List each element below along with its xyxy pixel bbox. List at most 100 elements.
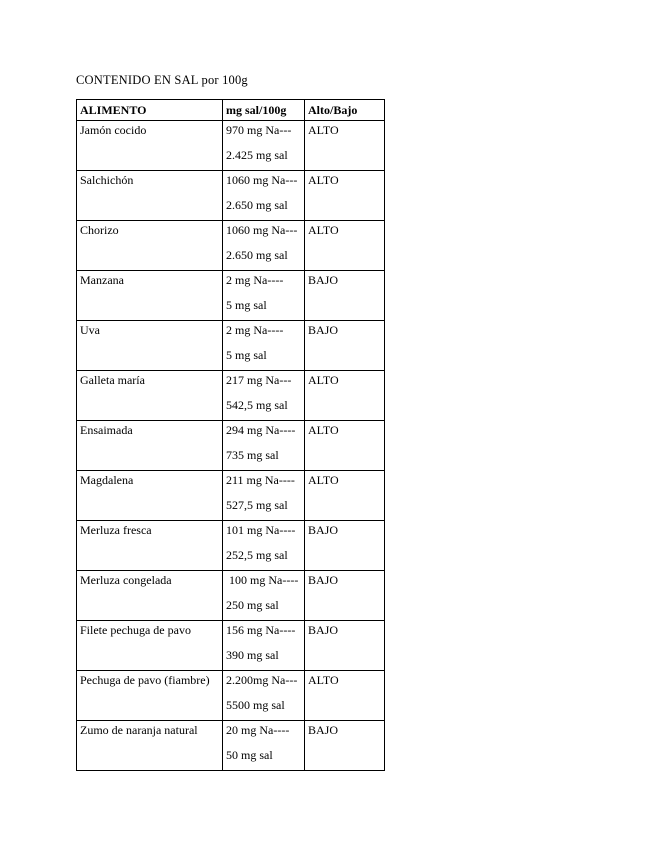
alimento-label: Magdalena [80, 473, 134, 487]
salt-value: 5 mg sal [226, 298, 267, 312]
salt-value: 2.425 mg sal [226, 148, 288, 162]
alimento-label: Merluza fresca [80, 523, 152, 537]
cell-alimento: Zumo de naranja natural [76, 720, 223, 771]
nivel-value: ALTO [308, 223, 339, 237]
salt-value: 2.650 mg sal [226, 198, 288, 212]
salt-value: 2.650 mg sal [226, 248, 288, 262]
cell-nivel: ALTO [304, 370, 385, 421]
alimento-label: Uva [80, 323, 100, 337]
table-row: Jamón cocido 970 mg Na--- 2.425 mg sal A… [76, 120, 385, 171]
cell-nivel: ALTO [304, 470, 385, 521]
cell-alimento: Ensaimada [76, 420, 223, 471]
alimento-label: Filete pechuga de pavo [80, 623, 191, 637]
nivel-value: ALTO [308, 473, 339, 487]
alimento-label: Manzana [80, 273, 124, 287]
salt-value: 735 mg sal [226, 448, 279, 462]
cell-alimento: Jamón cocido [76, 120, 223, 171]
cell-nivel: ALTO [304, 170, 385, 221]
cell-nivel: BAJO [304, 270, 385, 321]
nivel-value: ALTO [308, 423, 339, 437]
cell-alimento: Uva [76, 320, 223, 371]
table-row: Salchichón 1060 mg Na--- 2.650 mg sal AL… [76, 170, 385, 221]
sodium-value: 1060 mg Na--- [226, 173, 298, 187]
alimento-label: Pechuga de pavo (fiambre) [80, 673, 210, 687]
sodium-value: 294 mg Na---- [226, 423, 296, 437]
cell-nivel: ALTO [304, 120, 385, 171]
table-header-row: ALIMENTO mg sal/100g Alto/Bajo [76, 99, 385, 121]
nivel-value: ALTO [308, 173, 339, 187]
table-body: Jamón cocido 970 mg Na--- 2.425 mg sal A… [76, 120, 385, 771]
cell-mg-sal: 217 mg Na--- 542,5 mg sal [222, 370, 305, 421]
alimento-label: Salchichón [80, 173, 134, 187]
alimento-label: Chorizo [80, 223, 119, 237]
cell-alimento: Merluza fresca [76, 520, 223, 571]
table-row: Filete pechuga de pavo 156 mg Na---- 390… [76, 620, 385, 671]
sodium-value: 2.200mg Na--- [226, 673, 298, 687]
document-title: CONTENIDO EN SAL por 100g [76, 73, 248, 87]
cell-mg-sal: 211 mg Na---- 527,5 mg sal [222, 470, 305, 521]
sodium-value: 2 mg Na---- [226, 323, 284, 337]
table-row: Uva 2 mg Na---- 5 mg sal BAJO [76, 320, 385, 371]
cell-nivel: BAJO [304, 520, 385, 571]
cell-mg-sal: 156 mg Na---- 390 mg sal [222, 620, 305, 671]
nivel-value: ALTO [308, 123, 339, 137]
alimento-label: Zumo de naranja natural [80, 723, 198, 737]
cell-mg-sal: 101 mg Na---- 252,5 mg sal [222, 520, 305, 571]
nivel-value: BAJO [308, 323, 339, 337]
cell-alimento: Manzana [76, 270, 223, 321]
salt-content-table: ALIMENTO mg sal/100g Alto/Bajo Jamón coc… [76, 99, 385, 771]
cell-mg-sal: 294 mg Na---- 735 mg sal [222, 420, 305, 471]
cell-alimento: Galleta maría [76, 370, 223, 421]
salt-value: 5 mg sal [226, 348, 267, 362]
salt-value: 390 mg sal [226, 648, 279, 662]
cell-nivel: BAJO [304, 570, 385, 621]
alimento-label: Merluza congelada [80, 573, 172, 587]
sodium-value: 1060 mg Na--- [226, 223, 298, 237]
nivel-value: BAJO [308, 273, 339, 287]
sodium-value: 100 mg Na---- [226, 573, 299, 587]
table-row: Manzana 2 mg Na---- 5 mg sal BAJO [76, 270, 385, 321]
sodium-value: 20 mg Na---- [226, 723, 290, 737]
alimento-label: Galleta maría [80, 373, 145, 387]
table-row: Chorizo 1060 mg Na--- 2.650 mg sal ALTO [76, 220, 385, 271]
cell-mg-sal: 2.200mg Na--- 5500 mg sal [222, 670, 305, 721]
salt-value: 527,5 mg sal [226, 498, 288, 512]
table-row: Zumo de naranja natural 20 mg Na---- 50 … [76, 720, 385, 771]
cell-nivel: BAJO [304, 320, 385, 371]
cell-alimento: Pechuga de pavo (fiambre) [76, 670, 223, 721]
cell-nivel: ALTO [304, 670, 385, 721]
alimento-label: Jamón cocido [80, 123, 147, 137]
salt-value: 252,5 mg sal [226, 548, 288, 562]
cell-alimento: Merluza congelada [76, 570, 223, 621]
table-row: Merluza congelada 100 mg Na---- 250 mg s… [76, 570, 385, 621]
salt-value: 5500 mg sal [226, 698, 285, 712]
cell-nivel: BAJO [304, 620, 385, 671]
column-header-alto-bajo: Alto/Bajo [304, 99, 385, 121]
nivel-value: BAJO [308, 523, 339, 537]
cell-mg-sal: 1060 mg Na--- 2.650 mg sal [222, 170, 305, 221]
sodium-value: 156 mg Na---- [226, 623, 296, 637]
cell-alimento: Filete pechuga de pavo [76, 620, 223, 671]
cell-nivel: ALTO [304, 420, 385, 471]
table-row: Magdalena 211 mg Na---- 527,5 mg sal ALT… [76, 470, 385, 521]
table-row: Pechuga de pavo (fiambre) 2.200mg Na--- … [76, 670, 385, 721]
cell-mg-sal: 970 mg Na--- 2.425 mg sal [222, 120, 305, 171]
cell-mg-sal: 100 mg Na---- 250 mg sal [222, 570, 305, 621]
column-header-mg-sal: mg sal/100g [222, 99, 305, 121]
column-header-alimento: ALIMENTO [76, 99, 223, 121]
nivel-value: BAJO [308, 723, 339, 737]
table-row: Merluza fresca 101 mg Na---- 252,5 mg sa… [76, 520, 385, 571]
nivel-value: BAJO [308, 573, 339, 587]
cell-nivel: BAJO [304, 720, 385, 771]
table-row: Ensaimada 294 mg Na---- 735 mg sal ALTO [76, 420, 385, 471]
sodium-value: 101 mg Na---- [226, 523, 296, 537]
cell-alimento: Magdalena [76, 470, 223, 521]
cell-mg-sal: 2 mg Na---- 5 mg sal [222, 270, 305, 321]
salt-value: 250 mg sal [226, 598, 279, 612]
sodium-value: 970 mg Na--- [226, 123, 292, 137]
alimento-label: Ensaimada [80, 423, 133, 437]
cell-nivel: ALTO [304, 220, 385, 271]
nivel-value: ALTO [308, 373, 339, 387]
salt-value: 50 mg sal [226, 748, 273, 762]
